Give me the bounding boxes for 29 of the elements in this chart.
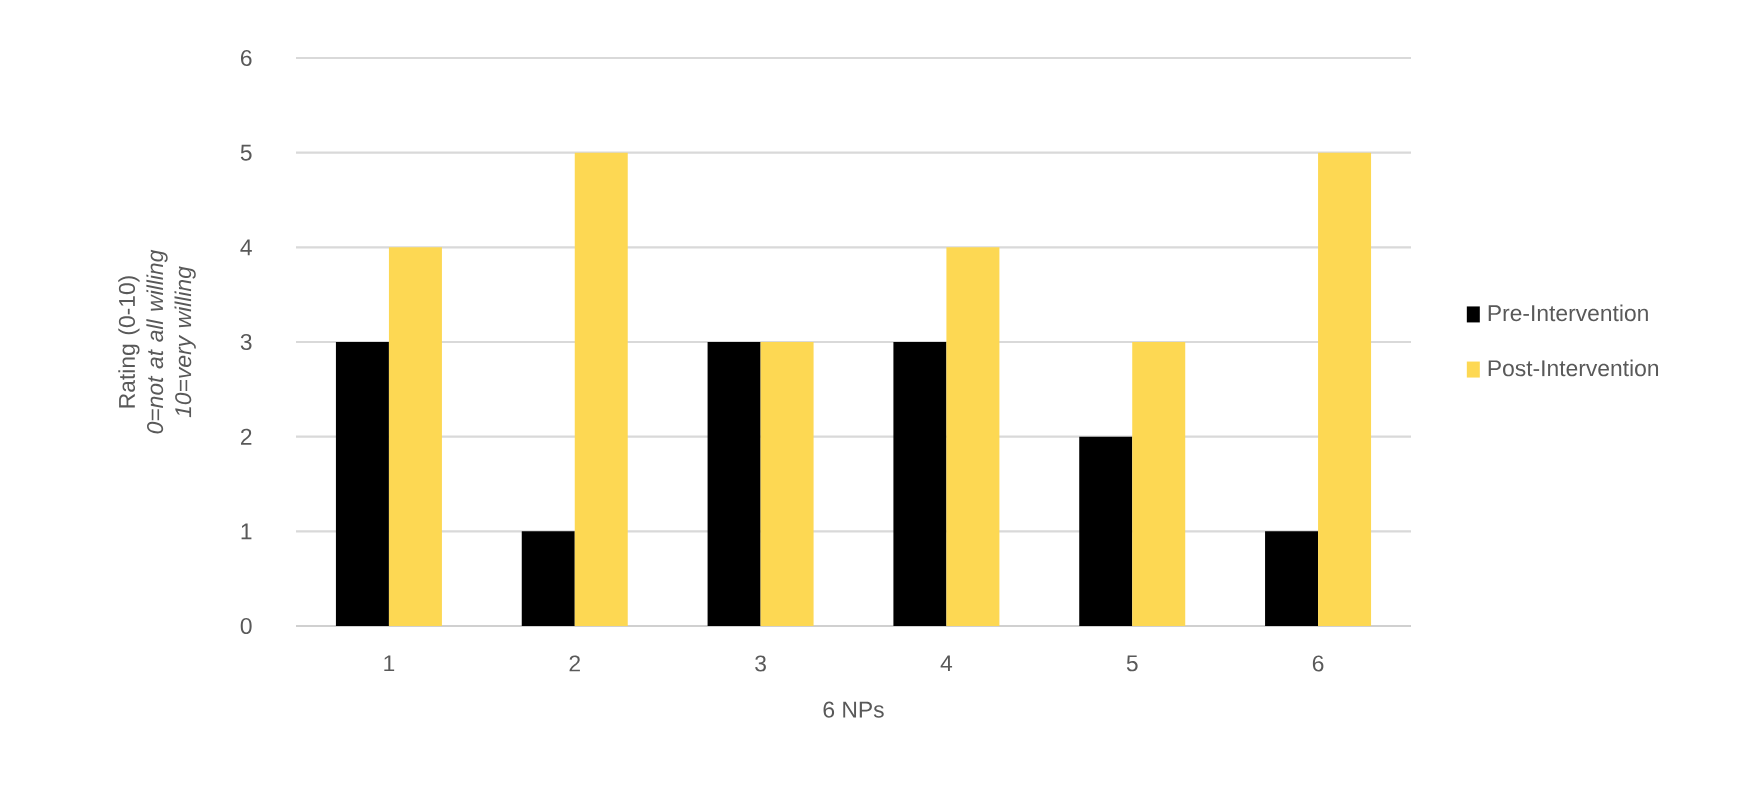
bar <box>707 342 761 626</box>
bar <box>521 531 575 626</box>
bar <box>574 152 628 626</box>
x-tick-label: 1 <box>384 655 395 672</box>
bar <box>1132 342 1186 626</box>
bar <box>1079 436 1133 626</box>
x-tick-label: 5 <box>1126 655 1138 672</box>
bar <box>760 342 814 626</box>
bar <box>893 342 947 626</box>
bar <box>335 342 389 626</box>
x-tick-label: 2 <box>569 655 580 672</box>
y-tick-label: 2 <box>241 428 252 445</box>
bar <box>946 247 1000 626</box>
y-tick-label: 1 <box>241 523 252 540</box>
y-tick-label: 0 <box>240 617 252 635</box>
x-axis-title: 6 NPs <box>823 701 884 718</box>
y-tick-label: 6 <box>241 49 252 67</box>
x-tick-label: 6 <box>1312 655 1324 672</box>
bar <box>1318 152 1372 626</box>
y-axis-title: Rating (0-10) 0=not at all willing 10=very willing <box>118 249 196 434</box>
legend-label: Pre-Intervention <box>1488 304 1648 322</box>
bar <box>388 247 442 626</box>
x-tick-label: 4 <box>940 655 953 672</box>
x-tick-label: 3 <box>755 655 766 672</box>
y-tick-label: 4 <box>240 239 252 256</box>
legend-label: Post-Intervention <box>1488 359 1659 377</box>
bar <box>1265 531 1319 626</box>
y-tick-label: 3 <box>240 333 252 351</box>
y-tick-label: 5 <box>240 144 252 161</box>
